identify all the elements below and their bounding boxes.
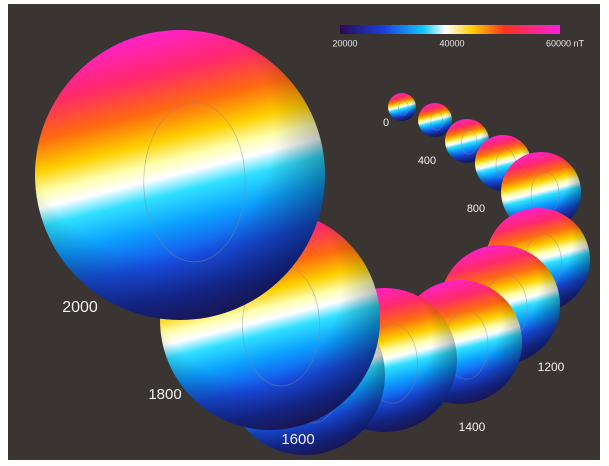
year-label: 1400 [459, 420, 486, 434]
year-label: 0 [383, 117, 389, 129]
year-label: 800 [467, 203, 485, 215]
colorbar-label: 20000 [332, 38, 357, 48]
globe-shade [35, 30, 325, 320]
figure: 20000 40000 60000 nT 0 400 800 1200 1400 1600… [0, 0, 609, 466]
year-label: 400 [418, 155, 436, 167]
year-label: 1200 [538, 360, 565, 374]
globe-shade [418, 103, 452, 137]
page: {"colorbar": {"labels": ["20000", "40000… [0, 0, 609, 466]
colorbar-label: 40000 [439, 38, 464, 48]
year-label: 2000 [62, 299, 98, 316]
globe-shade [388, 93, 416, 121]
year-label: 1600 [281, 431, 314, 448]
colorbar-label: 60000 nT [546, 38, 585, 48]
colorbar [340, 25, 560, 34]
year-label: 1800 [148, 386, 181, 403]
